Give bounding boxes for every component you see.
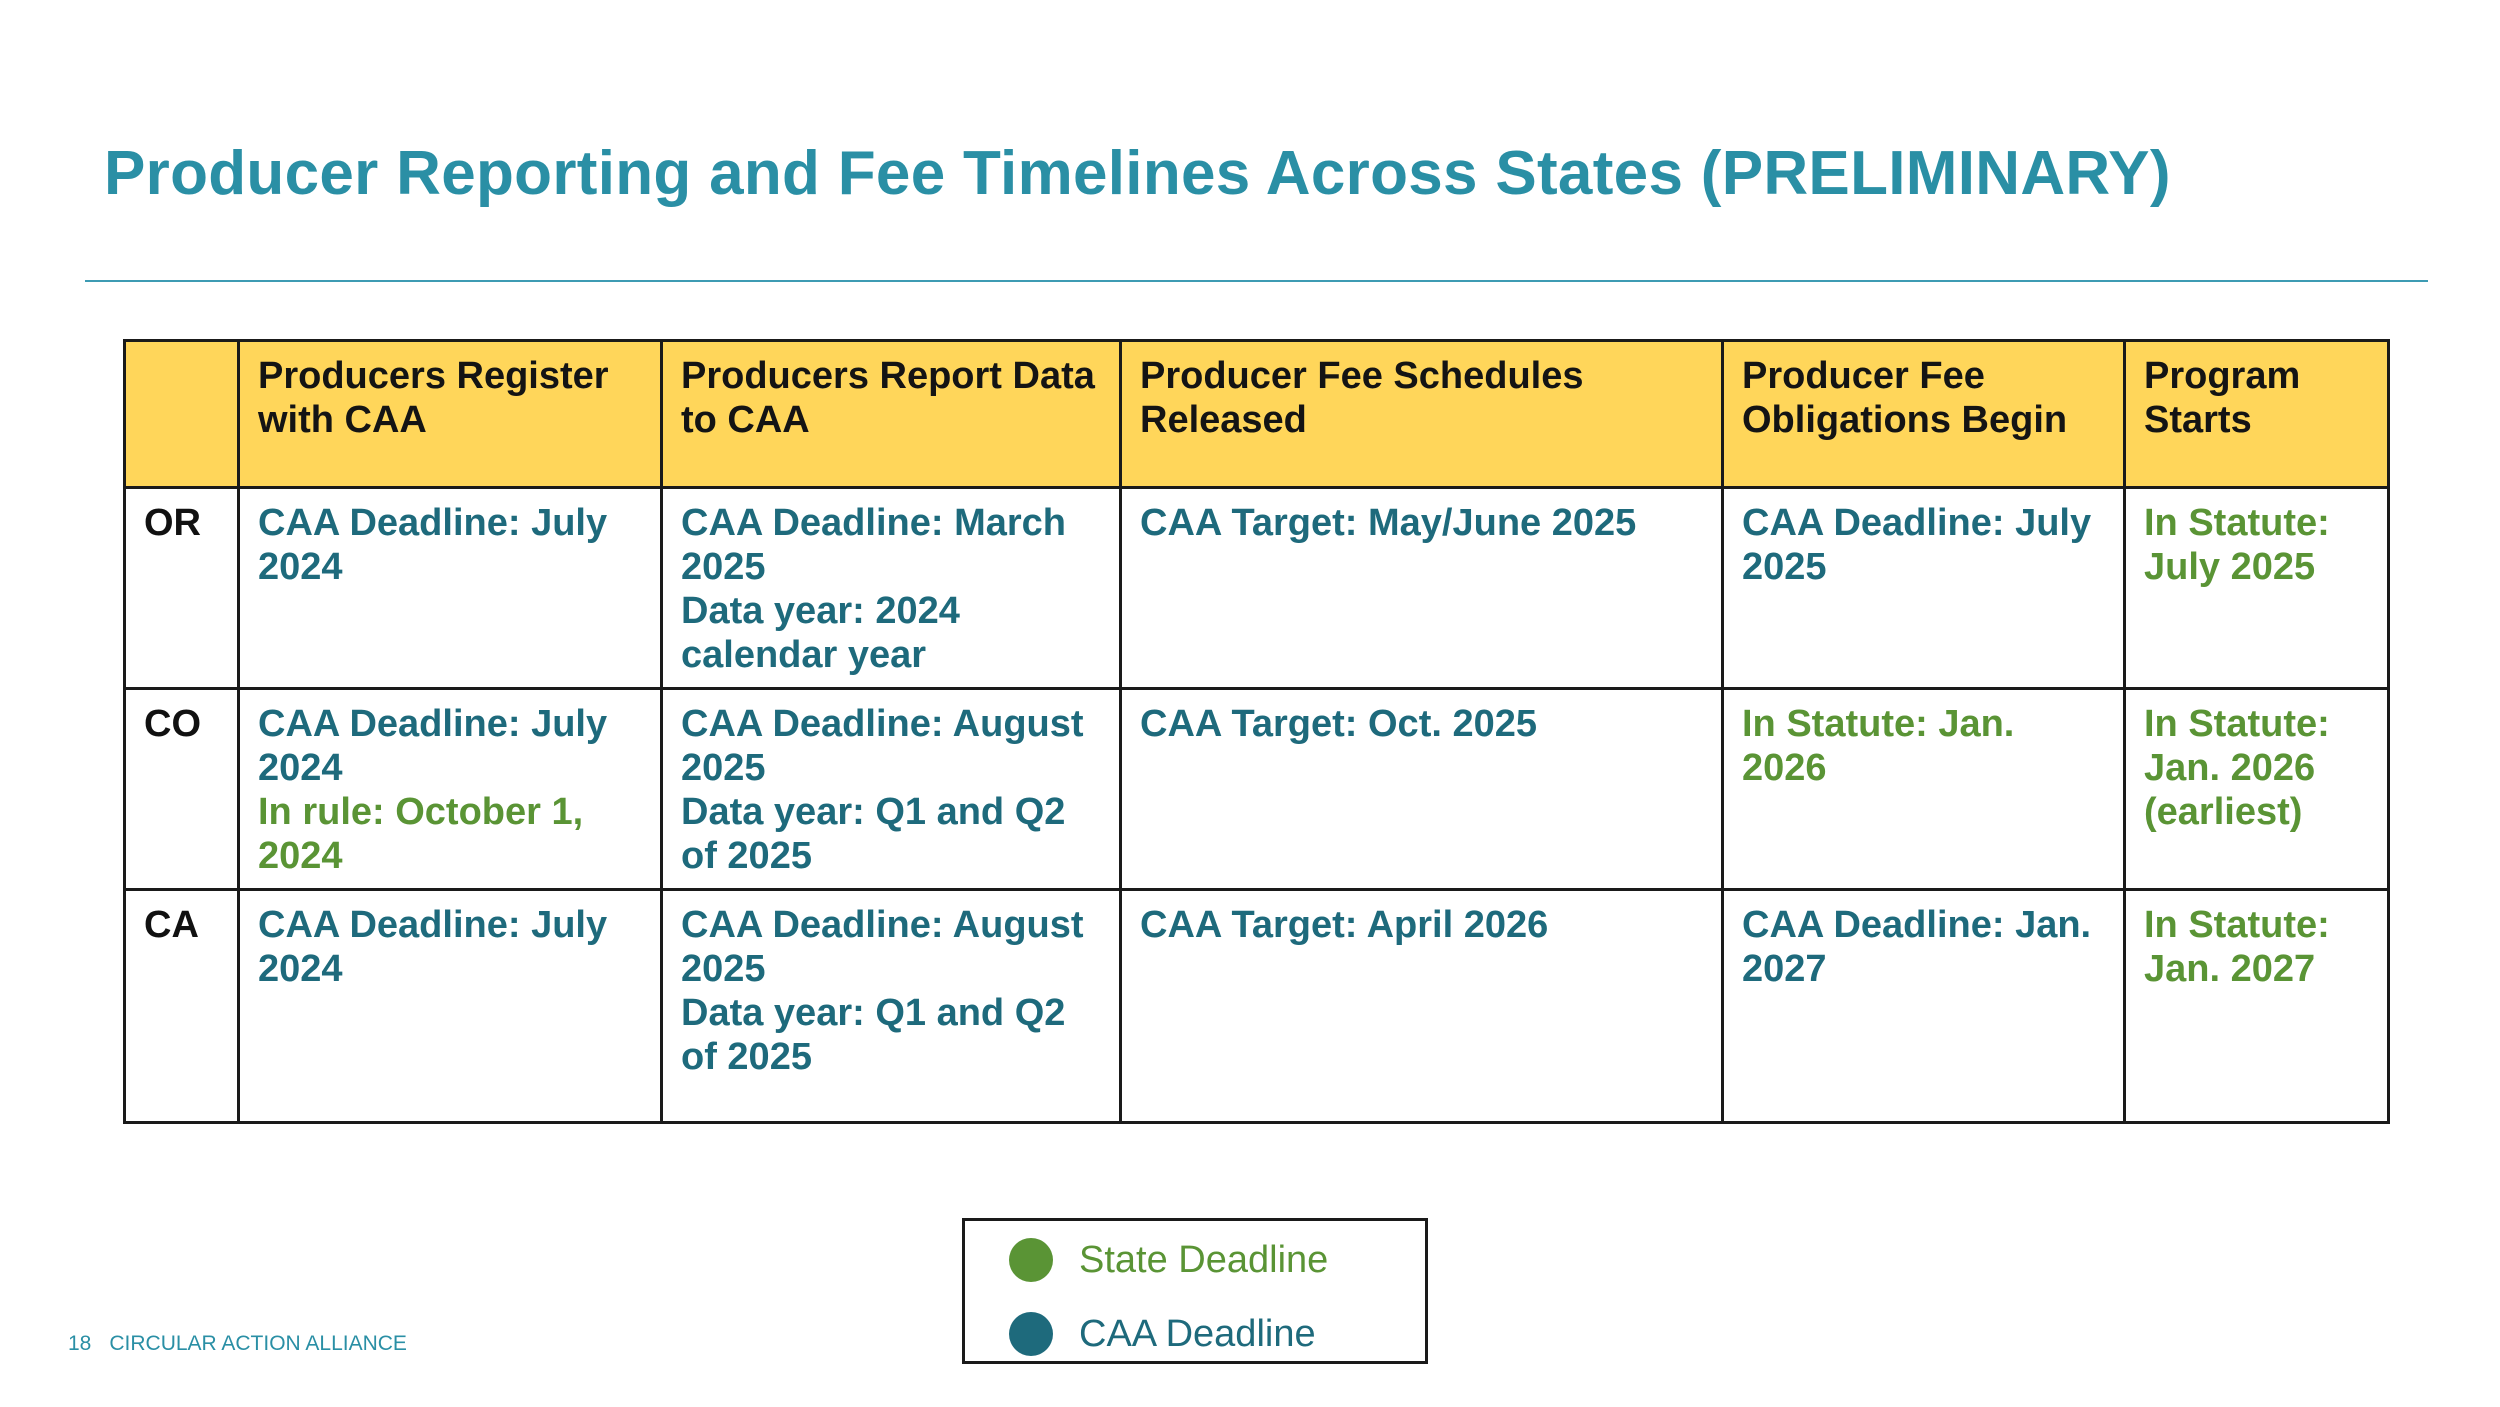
fee-obligations-cell: In Statute: Jan. 2026 bbox=[1721, 687, 2126, 891]
footer: 18 CIRCULAR ACTION ALLIANCE bbox=[68, 1332, 407, 1356]
fee-obligations-cell: CAA Deadline: Jan. 2027 bbox=[1721, 888, 2126, 1124]
program-starts-cell: In Statute: Jan. 2026 (earliest) bbox=[2123, 687, 2390, 891]
data-year-text: Data year: Q1 and Q2 of 2025 bbox=[681, 791, 1066, 877]
fee-schedules-cell: CAA Target: May/June 2025 bbox=[1119, 486, 1724, 690]
caa-deadline-text: CAA Deadline: March 2025 bbox=[681, 502, 1066, 588]
caa-deadline-text: CAA Deadline: August 2025 bbox=[681, 904, 1084, 990]
table-row: CA CAA Deadline: July 2024 CAA Deadline:… bbox=[123, 888, 2390, 1124]
caa-target-text: CAA Target: April 2026 bbox=[1140, 904, 1549, 946]
program-starts-cell: In Statute: Jan. 2027 bbox=[2123, 888, 2390, 1124]
state-cell: CA bbox=[123, 888, 240, 1124]
header-cell-fee-schedules: Producer Fee Schedules Released bbox=[1119, 339, 1724, 489]
statute-text: In Statute: Jan. 2026 bbox=[1742, 703, 2015, 789]
header-cell-program-starts: Program Starts bbox=[2123, 339, 2390, 489]
page-number: 18 bbox=[68, 1332, 92, 1355]
statute-text: In Statute: July 2025 bbox=[2144, 502, 2330, 588]
caa-deadline-text: CAA Deadline: Jan. 2027 bbox=[1742, 904, 2092, 990]
register-cell: CAA Deadline: July 2024 In rule: October… bbox=[237, 687, 663, 891]
statute-text: In Statute: Jan. 2026 (earliest) bbox=[2144, 703, 2330, 833]
header-cell-report-data: Producers Report Data to CAA bbox=[660, 339, 1122, 489]
table-row: CO CAA Deadline: July 2024 In rule: Octo… bbox=[123, 687, 2390, 891]
table-header-row: Producers Register with CAA Producers Re… bbox=[123, 339, 2390, 489]
legend-label-caa: CAA Deadline bbox=[1079, 1312, 1316, 1355]
timeline-table: Producers Register with CAA Producers Re… bbox=[123, 339, 2390, 1124]
report-data-cell: CAA Deadline: August 2025 Data year: Q1 … bbox=[660, 888, 1122, 1124]
header-cell-fee-obligations: Producer Fee Obligations Begin bbox=[1721, 339, 2126, 489]
fee-schedules-cell: CAA Target: Oct. 2025 bbox=[1119, 687, 1724, 891]
legend-item-state: State Deadline bbox=[1009, 1235, 1328, 1285]
data-year-text: Data year: Q1 and Q2 of 2025 bbox=[681, 992, 1066, 1078]
state-cell: OR bbox=[123, 486, 240, 690]
page-title: Producer Reporting and Fee Timelines Acr… bbox=[104, 139, 2171, 208]
caa-deadline-text: CAA Deadline: July 2024 bbox=[258, 904, 608, 990]
register-cell: CAA Deadline: July 2024 bbox=[237, 486, 663, 690]
table-row: OR CAA Deadline: July 2024 CAA Deadline:… bbox=[123, 486, 2390, 690]
legend-item-caa: CAA Deadline bbox=[1009, 1309, 1316, 1359]
caa-deadline-text: CAA Deadline: July 2025 bbox=[1742, 502, 2092, 588]
title-divider bbox=[85, 280, 2428, 282]
legend: State Deadline CAA Deadline bbox=[962, 1218, 1428, 1364]
footer-org: CIRCULAR ACTION ALLIANCE bbox=[109, 1332, 407, 1355]
caa-deadline-dot-icon bbox=[1009, 1312, 1053, 1356]
caa-deadline-text: CAA Deadline: August 2025 bbox=[681, 703, 1084, 789]
header-cell-state bbox=[123, 339, 240, 489]
state-cell: CO bbox=[123, 687, 240, 891]
header-cell-register: Producers Register with CAA bbox=[237, 339, 663, 489]
legend-label-state: State Deadline bbox=[1079, 1238, 1329, 1281]
fee-obligations-cell: CAA Deadline: July 2025 bbox=[1721, 486, 2126, 690]
fee-schedules-cell: CAA Target: April 2026 bbox=[1119, 888, 1724, 1124]
report-data-cell: CAA Deadline: March 2025 Data year: 2024… bbox=[660, 486, 1122, 690]
register-cell: CAA Deadline: July 2024 bbox=[237, 888, 663, 1124]
state-deadline-dot-icon bbox=[1009, 1238, 1053, 1282]
caa-target-text: CAA Target: May/June 2025 bbox=[1140, 502, 1637, 544]
caa-deadline-text: CAA Deadline: July 2024 bbox=[258, 502, 608, 588]
statute-text: In Statute: Jan. 2027 bbox=[2144, 904, 2330, 990]
data-year-text: Data year: 2024 calendar year bbox=[681, 590, 960, 676]
state-rule-text: In rule: October 1, 2024 bbox=[258, 791, 584, 877]
caa-target-text: CAA Target: Oct. 2025 bbox=[1140, 703, 1537, 745]
caa-deadline-text: CAA Deadline: July 2024 bbox=[258, 703, 608, 789]
program-starts-cell: In Statute: July 2025 bbox=[2123, 486, 2390, 690]
report-data-cell: CAA Deadline: August 2025 Data year: Q1 … bbox=[660, 687, 1122, 891]
